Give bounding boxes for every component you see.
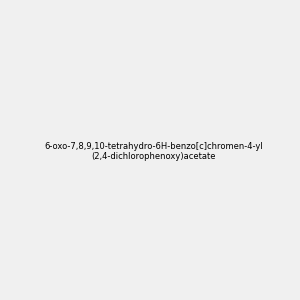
Text: 6-oxo-7,8,9,10-tetrahydro-6H-benzo[c]chromen-4-yl (2,4-dichlorophenoxy)acetate: 6-oxo-7,8,9,10-tetrahydro-6H-benzo[c]chr… [44, 142, 263, 161]
